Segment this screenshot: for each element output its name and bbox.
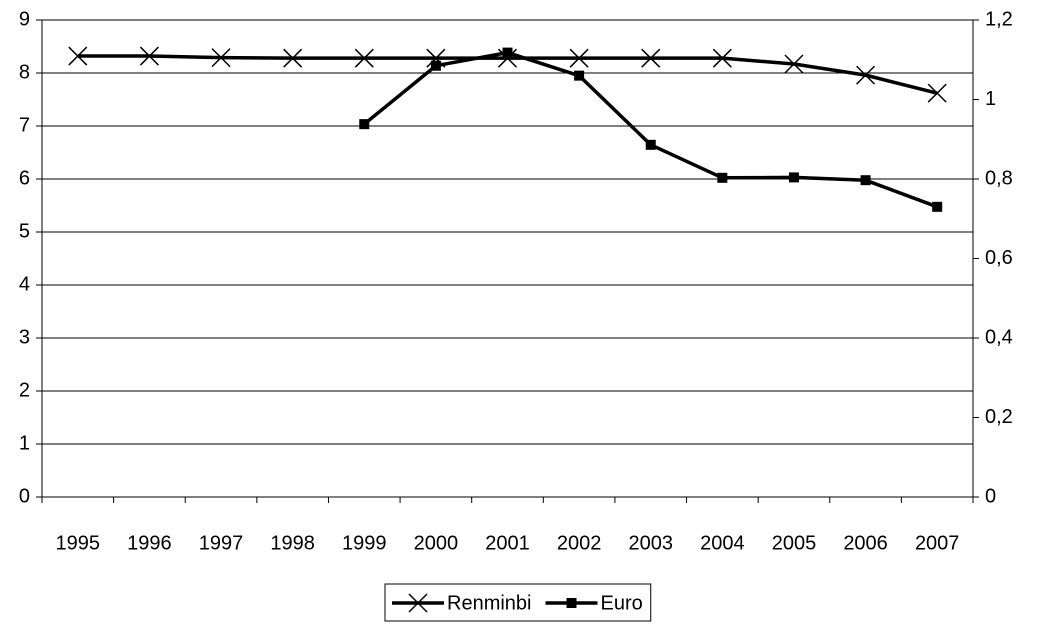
x-tick-label: 1996 [127, 532, 172, 554]
marker [430, 60, 441, 71]
series-line [77, 54, 938, 95]
y-tick-label: 1 [19, 432, 30, 454]
marker [856, 65, 876, 85]
y2-tick-label: 1,2 [985, 8, 1013, 30]
x-tick-label: 2005 [772, 532, 817, 554]
y-tick-label: 4 [19, 273, 30, 295]
marker [784, 54, 804, 74]
x-tick-label: 1998 [270, 532, 315, 554]
marker [211, 48, 231, 68]
y2-tick-label: 1 [985, 88, 996, 110]
x-tick-label: 1995 [56, 532, 101, 554]
marker [569, 48, 589, 68]
y-tick-label: 7 [19, 114, 30, 136]
marker [139, 46, 159, 66]
x-tick-label: 1997 [199, 532, 244, 554]
marker [283, 48, 303, 68]
legend: Renminbi Euro [384, 583, 652, 622]
marker [712, 48, 732, 68]
x-tick-label: 2000 [414, 532, 459, 554]
y2-tick-label: 0,8 [985, 167, 1013, 189]
y2-tick-label: 0,4 [985, 326, 1013, 348]
y-tick-label: 6 [19, 167, 30, 189]
marker [932, 201, 943, 212]
marker [717, 172, 728, 183]
y2-tick-label: 0 [985, 485, 996, 507]
marker [68, 46, 88, 66]
y-tick-label: 5 [19, 220, 30, 242]
y-tick-label: 8 [19, 61, 30, 83]
marker [788, 172, 799, 183]
y-tick-label: 9 [19, 8, 30, 30]
y-tick-label: 0 [19, 485, 30, 507]
marker [359, 119, 370, 130]
marker [645, 139, 656, 150]
x-tick-label: 2003 [628, 532, 673, 554]
marker [927, 83, 947, 103]
marker [574, 70, 585, 81]
legend-label: Renminbi [447, 592, 531, 614]
x-tick-label: 2007 [915, 532, 960, 554]
y2-tick-label: 0,6 [985, 247, 1013, 269]
marker [641, 48, 661, 68]
legend-label: Euro [600, 592, 642, 614]
marker [566, 598, 577, 608]
marker [860, 175, 871, 186]
x-tick-label: 2004 [700, 532, 745, 554]
x-tick-label: 1999 [342, 532, 387, 554]
series-line [363, 50, 938, 209]
marker [502, 47, 513, 58]
x-tick-label: 2006 [843, 532, 888, 554]
y-tick-label: 2 [19, 379, 30, 401]
y-tick-label: 3 [19, 326, 30, 348]
y2-tick-label: 0,2 [985, 406, 1013, 428]
marker [408, 593, 428, 613]
x-tick-label: 2001 [485, 532, 530, 554]
marker [354, 48, 374, 68]
x-tick-label: 2002 [557, 532, 602, 554]
